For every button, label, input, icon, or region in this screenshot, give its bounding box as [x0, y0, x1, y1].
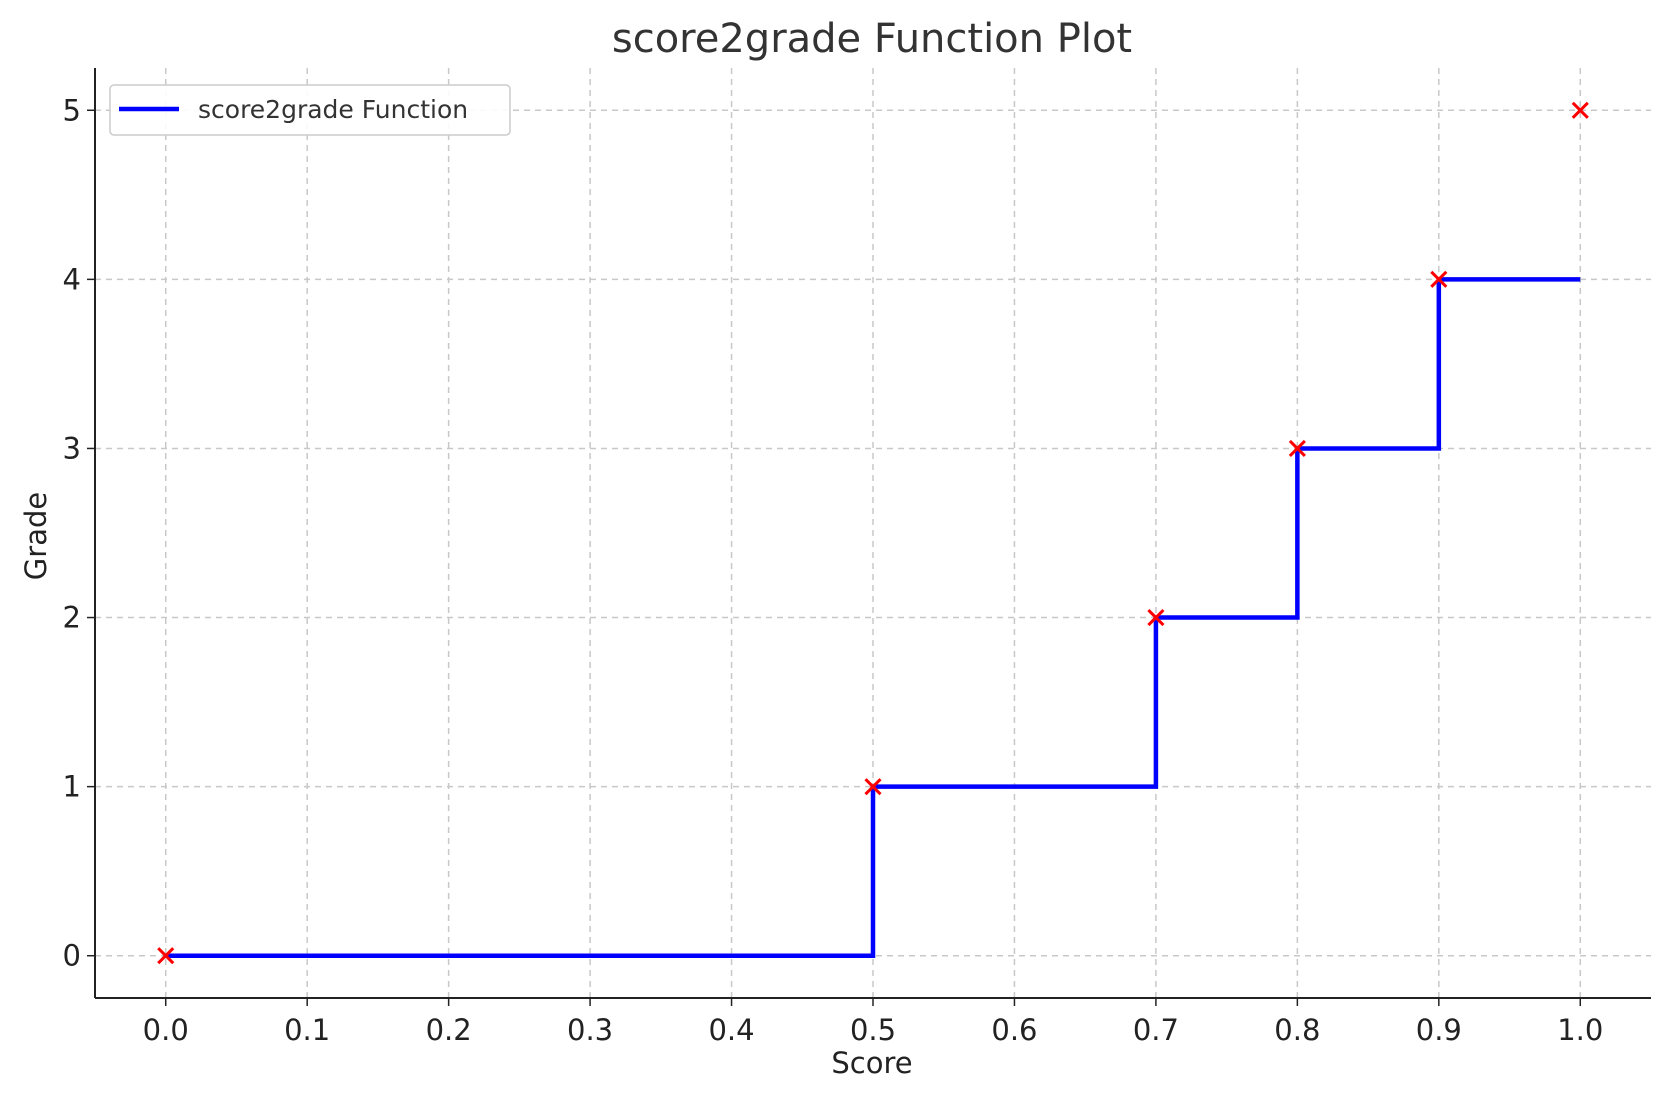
x-tick-label: 0.0	[143, 1013, 189, 1047]
y-axis-label: Grade	[19, 492, 53, 580]
legend: score2grade Function	[109, 84, 511, 136]
x-marker-point	[157, 947, 175, 965]
y-tick-label: 4	[63, 262, 81, 296]
legend-box	[109, 84, 511, 136]
x-marker-point	[864, 778, 882, 796]
x-marker-point	[1430, 270, 1448, 288]
x-tick-label: 0.9	[1416, 1013, 1462, 1047]
tick-layer: 0.0 0.1 0.2 0.3 0.4 0.5 0.6 0.7 0.8 0.9 1.0 0 1 2 3 4 5	[63, 93, 1604, 1047]
x-marker-stroke	[157, 947, 175, 965]
legend-label: score2grade Function	[198, 95, 468, 124]
series-layer	[165, 277, 1581, 958]
marker-layer	[157, 101, 1589, 965]
y-tick-label: 2	[63, 601, 81, 635]
x-tick-label: 1.0	[1557, 1013, 1603, 1047]
x-tick-label: 0.3	[567, 1013, 613, 1047]
x-marker-point	[1147, 608, 1165, 627]
x-marker-stroke	[864, 778, 882, 796]
x-marker-stroke	[1288, 439, 1306, 458]
x-tick-label: 0.8	[1274, 1013, 1320, 1047]
x-marker-point	[1571, 101, 1589, 119]
x-tick-label: 0.2	[426, 1013, 472, 1047]
y-tick-label: 0	[63, 939, 81, 973]
x-tick-label: 0.1	[284, 1013, 330, 1047]
x-tick-label: 0.4	[708, 1013, 754, 1047]
x-tick-label: 0.6	[991, 1013, 1037, 1047]
x-marker-stroke	[1147, 608, 1165, 627]
x-marker-stroke	[1571, 101, 1589, 119]
chart-title: score2grade Function Plot	[612, 16, 1132, 62]
x-marker-stroke	[1430, 270, 1448, 288]
step-line-series	[165, 277, 1581, 958]
x-tick-label: 0.5	[850, 1013, 896, 1047]
y-tick-label: 1	[63, 770, 81, 804]
y-tick-label: 5	[63, 93, 81, 127]
x-axis-label: Score	[831, 1046, 912, 1080]
x-tick-label: 0.7	[1133, 1013, 1179, 1047]
x-marker-point	[1288, 439, 1306, 458]
y-tick-label: 3	[63, 431, 81, 465]
